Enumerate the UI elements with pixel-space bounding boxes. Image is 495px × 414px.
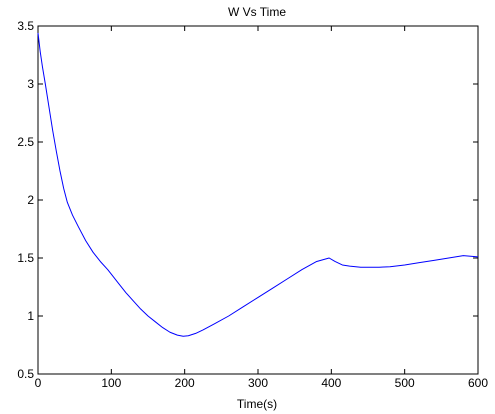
y-tick-label: 1.5: [17, 251, 34, 265]
x-tick-label: 600: [468, 376, 488, 390]
series-line-0: [37, 32, 479, 337]
y-tick-label: 0.5: [17, 367, 34, 381]
x-tick-label: 400: [321, 376, 341, 390]
series-layer: [37, 32, 479, 337]
y-tick-label: 2: [27, 193, 34, 207]
chart-title: W Vs Time: [228, 5, 286, 19]
y-tick-label: 1: [27, 309, 34, 323]
x-tick-label: 100: [101, 376, 121, 390]
x-axis: 0 100 200 300 400 500 600: [35, 26, 488, 390]
y-tick-label: 3: [27, 77, 34, 91]
x-axis-label: Time(s): [237, 397, 277, 411]
x-tick-label: 0: [35, 376, 42, 390]
x-tick-label: 200: [175, 376, 195, 390]
plot-area: [37, 25, 479, 375]
x-tick-label: 500: [395, 376, 415, 390]
y-axis: 0.5 1 1.5 2 2.5 3 3.5: [17, 19, 478, 381]
y-tick-label: 3.5: [17, 19, 34, 33]
x-tick-label: 300: [248, 376, 268, 390]
y-tick-label: 2.5: [17, 135, 34, 149]
